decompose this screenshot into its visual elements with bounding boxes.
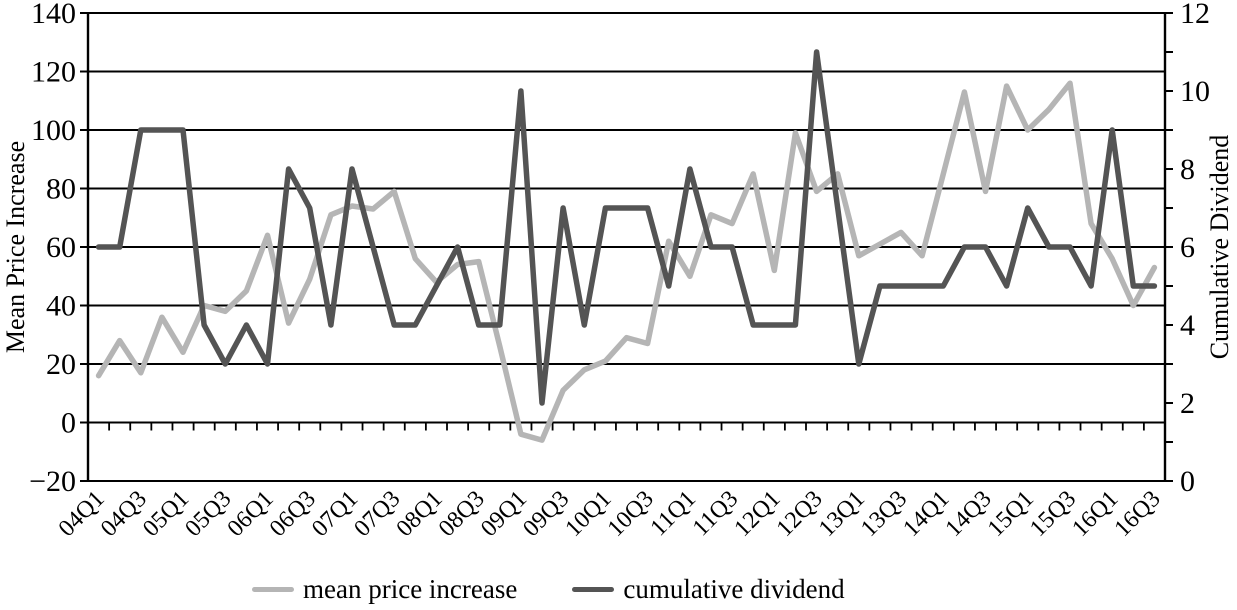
- legend-label: cumulative dividend: [623, 574, 845, 604]
- right-axis-title: Cumulative Dividend: [1205, 134, 1234, 360]
- x-axis-tick-label: 14Q1: [898, 486, 954, 542]
- legend-line-icon: [572, 587, 615, 592]
- right-axis-tick-label: 8: [1180, 153, 1195, 186]
- x-axis-tick-label: 16Q1: [1067, 486, 1123, 542]
- legend-label: mean price increase: [303, 574, 518, 604]
- x-axis-tick-label: 13Q1: [814, 486, 870, 542]
- x-axis-tick-label: 04Q3: [96, 486, 152, 542]
- left-axis-title: Mean Price Increase: [1, 140, 30, 354]
- right-axis-tick-label: 2: [1180, 387, 1195, 420]
- x-axis-tick-label: 13Q3: [856, 486, 912, 542]
- x-axis-tick-label: 16Q3: [1110, 486, 1166, 542]
- right-axis-tick-label: 12: [1180, 0, 1210, 30]
- x-axis-tick-label: 07Q1: [307, 486, 363, 542]
- x-axis-tick-label: 11Q3: [688, 486, 743, 541]
- x-axis-tick-label: 15Q1: [983, 486, 1039, 542]
- x-axis-tick-label: 15Q3: [1025, 486, 1081, 542]
- left-axis-tick-label: 60: [46, 231, 76, 264]
- x-axis-tick-label: 05Q1: [138, 486, 194, 542]
- gridlines: [86, 12, 1167, 482]
- right-axis-tick-label: 4: [1180, 309, 1195, 342]
- x-axis-tick-label: 05Q3: [180, 486, 236, 542]
- x-axis-tick-label: 11Q1: [646, 486, 701, 541]
- left-axis-tick-label: 100: [31, 114, 76, 147]
- left-axis-tick-label: 140: [31, 0, 76, 30]
- right-axis-tick-label: 0: [1180, 465, 1195, 498]
- legend-item-mean-price-increase: mean price increase: [252, 574, 517, 605]
- x-axis-tick-label: 12Q1: [729, 486, 785, 542]
- legend-line-icon: [252, 587, 294, 592]
- axis-ticks: [80, 12, 1173, 482]
- right-axis-tick-label: 6: [1180, 231, 1195, 264]
- left-axis-tick-label: 20: [46, 348, 76, 381]
- x-axis-tick-label: 08Q1: [392, 486, 448, 542]
- x-axis-tick-label: 07Q3: [349, 486, 405, 542]
- left-axis-tick-label: 40: [46, 290, 76, 323]
- left-axis-tick-label: 120: [31, 56, 76, 89]
- x-axis-tick-label: 09Q1: [476, 486, 532, 542]
- x-axis-tick-label: 06Q1: [223, 486, 279, 542]
- x-axis-tick-label: 14Q3: [941, 486, 997, 542]
- x-axis-labels: 04Q104Q305Q105Q306Q106Q307Q107Q308Q108Q3…: [54, 486, 1166, 542]
- legend: mean price increase cumulative dividend: [252, 574, 845, 605]
- series-line-cumulative-dividend: [95, 49, 1158, 406]
- x-axis-tick-label: 12Q3: [772, 486, 828, 542]
- x-axis-tick-label: 08Q3: [434, 486, 490, 542]
- x-axis-tick-label: 06Q3: [265, 486, 321, 542]
- legend-item-cumulative-dividend: cumulative dividend: [572, 574, 845, 605]
- left-axis-tick-label: 0: [61, 407, 76, 440]
- left-axis-tick-label: 80: [46, 173, 76, 206]
- right-axis-tick-label: 10: [1180, 75, 1210, 108]
- x-axis-tick-label: 10Q1: [561, 486, 617, 542]
- series-line-mean-price-increase: [95, 80, 1158, 443]
- x-axis-tick-label: 09Q3: [518, 486, 574, 542]
- left-axis-tick-label: −20: [29, 465, 76, 498]
- x-axis-tick-label: 10Q3: [603, 486, 659, 542]
